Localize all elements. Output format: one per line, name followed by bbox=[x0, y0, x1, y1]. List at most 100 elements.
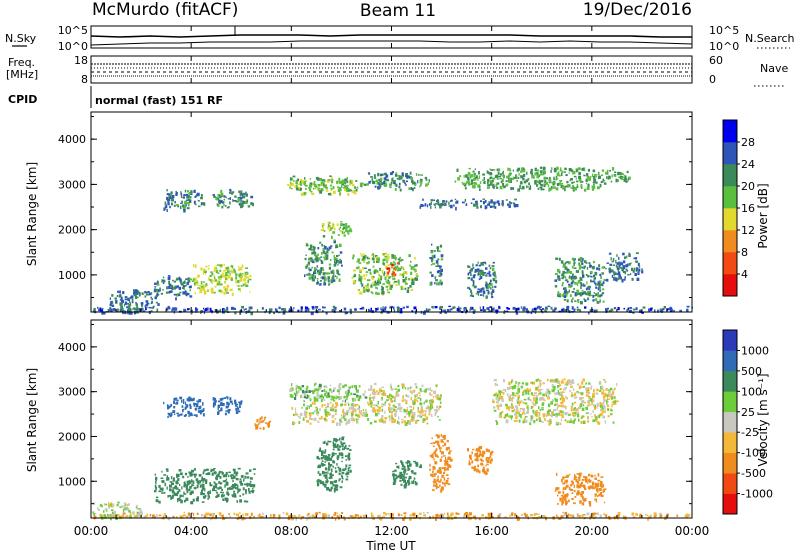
velocity-colorbar-tick-label: -100 bbox=[741, 447, 766, 460]
velocity-colorbar-swatch bbox=[723, 473, 737, 494]
velocity-patch bbox=[392, 460, 422, 489]
power-colorbar-tick-label: 8 bbox=[741, 246, 748, 259]
time-tick-label: 04:00 bbox=[174, 524, 209, 538]
power-colorbar: 4 8 12 16 20 24 28 bbox=[722, 119, 755, 297]
power-patch bbox=[554, 256, 607, 305]
velocity-colorbar-tick-label: 25 bbox=[741, 406, 755, 419]
velocity-patch bbox=[254, 416, 272, 430]
velocity-colorbar-swatch bbox=[723, 493, 737, 515]
noise-sky-trace bbox=[90, 34, 692, 38]
noise-right-tick-top: 10^5 bbox=[709, 24, 739, 37]
power-colorbar-swatch bbox=[723, 230, 737, 253]
velocity-ytick-label: 4000 bbox=[58, 341, 86, 354]
time-tick-label: 00:00 bbox=[675, 524, 710, 538]
cpid-label: CPID bbox=[8, 93, 37, 106]
velocity-colorbar-swatch bbox=[723, 411, 737, 433]
velocity-colorbar-tick-label: 500 bbox=[741, 365, 762, 378]
time-tick-label: 12:00 bbox=[374, 524, 409, 538]
power-patch bbox=[454, 166, 631, 192]
power-colorbar-label: Power [dB] bbox=[756, 183, 770, 248]
velocity-patch bbox=[367, 382, 442, 426]
power-patch bbox=[467, 261, 498, 299]
freq-left-tick-top: 18 bbox=[74, 54, 88, 67]
noise-panel: N.Sky 10^5 10^0 10^5 10^0 N.Search bbox=[5, 24, 795, 53]
velocity-colorbar-swatch bbox=[723, 350, 737, 372]
power-patch bbox=[367, 171, 430, 192]
power-patch bbox=[320, 221, 353, 240]
velocity-colorbar-tick-label: -1000 bbox=[741, 488, 773, 501]
power-colorbar-swatch bbox=[723, 208, 737, 231]
velocity-patch bbox=[492, 378, 619, 426]
nave-right-label: Nave bbox=[760, 62, 788, 75]
time-tick-label: 00:00 bbox=[74, 524, 109, 538]
time-tick-label: 20:00 bbox=[575, 524, 610, 538]
power-patch bbox=[419, 198, 519, 211]
velocity-panel: 1000 2000 3000 4000 Slant Range [km] 1000 50… bbox=[25, 319, 773, 521]
velocity-patch bbox=[554, 472, 607, 507]
power-axis: 1000 2000 3000 4000 bbox=[58, 116, 692, 299]
velocity-ytick-label: 3000 bbox=[58, 386, 86, 399]
velocity-ytick-label: 1000 bbox=[58, 475, 86, 488]
velocity-colorbar-tick-label: 100 bbox=[741, 385, 762, 398]
power-data-layer bbox=[92, 166, 693, 316]
noise-search-trace bbox=[90, 40, 693, 46]
noise-left-tick-bottom: 10^0 bbox=[58, 40, 88, 53]
velocity-patch bbox=[163, 396, 205, 418]
power-colorbar-tick-label: 12 bbox=[741, 224, 755, 237]
cpid-row: CPID normal (fast) 151 RF bbox=[8, 86, 223, 108]
velocity-colorbar-tick-label: -500 bbox=[741, 467, 766, 480]
velocity-patch bbox=[429, 434, 453, 493]
velocity-colorbar-swatch bbox=[723, 370, 737, 392]
velocity-colorbar-swatch bbox=[723, 452, 737, 474]
velocity-colorbar-frame bbox=[722, 329, 738, 515]
velocity-colorbar-swatch bbox=[723, 330, 737, 351]
velocity-colorbar: 1000 500 100 25 -25 -100 -500 -1000 bbox=[722, 329, 773, 515]
nave-right-tick-top: 60 bbox=[709, 54, 723, 67]
power-patch bbox=[386, 262, 399, 277]
noise-left-tick-top: 10^5 bbox=[58, 24, 88, 37]
power-patch bbox=[351, 252, 419, 296]
time-axis-label: Time UT bbox=[365, 539, 416, 553]
power-colorbar-swatch bbox=[723, 164, 737, 187]
velocity-patch bbox=[212, 396, 243, 416]
power-ytick-label: 1000 bbox=[58, 269, 86, 282]
power-patch bbox=[604, 252, 644, 283]
power-ytick-label: 4000 bbox=[58, 133, 86, 146]
power-colorbar-tick-label: 28 bbox=[741, 136, 755, 149]
velocity-axis: 1000 2000 3000 4000 bbox=[58, 323, 692, 505]
velocity-patch bbox=[289, 382, 368, 403]
velocity-colorbar-swatch bbox=[723, 391, 737, 413]
nave-right-tick-bottom: 0 bbox=[709, 73, 716, 86]
freq-left-unit: [MHz] bbox=[6, 68, 38, 81]
cpid-value: normal (fast) 151 RF bbox=[95, 94, 223, 107]
noise-right-tick-bottom: 10^0 bbox=[709, 40, 739, 53]
power-patch bbox=[191, 263, 252, 296]
velocity-ytick-label: 2000 bbox=[58, 430, 86, 443]
freq-panel: Freq. [MHz] 18 8 60 0 Nave bbox=[6, 54, 788, 87]
velocity-patch bbox=[153, 467, 256, 505]
velocity-colorbar-label: Velocity [m s⁻¹] bbox=[756, 373, 770, 466]
freq-trace bbox=[91, 63, 692, 77]
power-colorbar-tick-label: 4 bbox=[741, 268, 748, 281]
station-title: McMurdo (fitACF) bbox=[92, 0, 238, 20]
velocity-colorbar-tick-label: 1000 bbox=[741, 344, 769, 357]
date-label: 19/Dec/2016 bbox=[583, 0, 692, 20]
beam-label: Beam 11 bbox=[360, 1, 436, 21]
time-tick-label: 08:00 bbox=[274, 524, 309, 538]
power-colorbar-swatch bbox=[723, 120, 737, 143]
velocity-ylabel: Slant Range [km] bbox=[25, 368, 39, 472]
velocity-patch bbox=[467, 445, 494, 475]
power-colorbar-tick-label: 24 bbox=[741, 158, 755, 171]
power-colorbar-swatch bbox=[723, 186, 737, 209]
power-colorbar-swatch bbox=[723, 274, 737, 297]
noise-left-label: N.Sky bbox=[5, 32, 37, 45]
power-patch bbox=[153, 275, 193, 301]
noise-right-label: N.Search bbox=[745, 32, 795, 45]
velocity-patch bbox=[291, 401, 369, 426]
power-patch bbox=[429, 243, 444, 286]
power-colorbar-tick-label: 20 bbox=[741, 180, 755, 193]
power-ytick-label: 2000 bbox=[58, 224, 86, 237]
power-colorbar-swatch bbox=[723, 252, 737, 275]
velocity-colorbar-swatch bbox=[723, 432, 737, 453]
power-colorbar-tick-label: 16 bbox=[741, 202, 755, 215]
